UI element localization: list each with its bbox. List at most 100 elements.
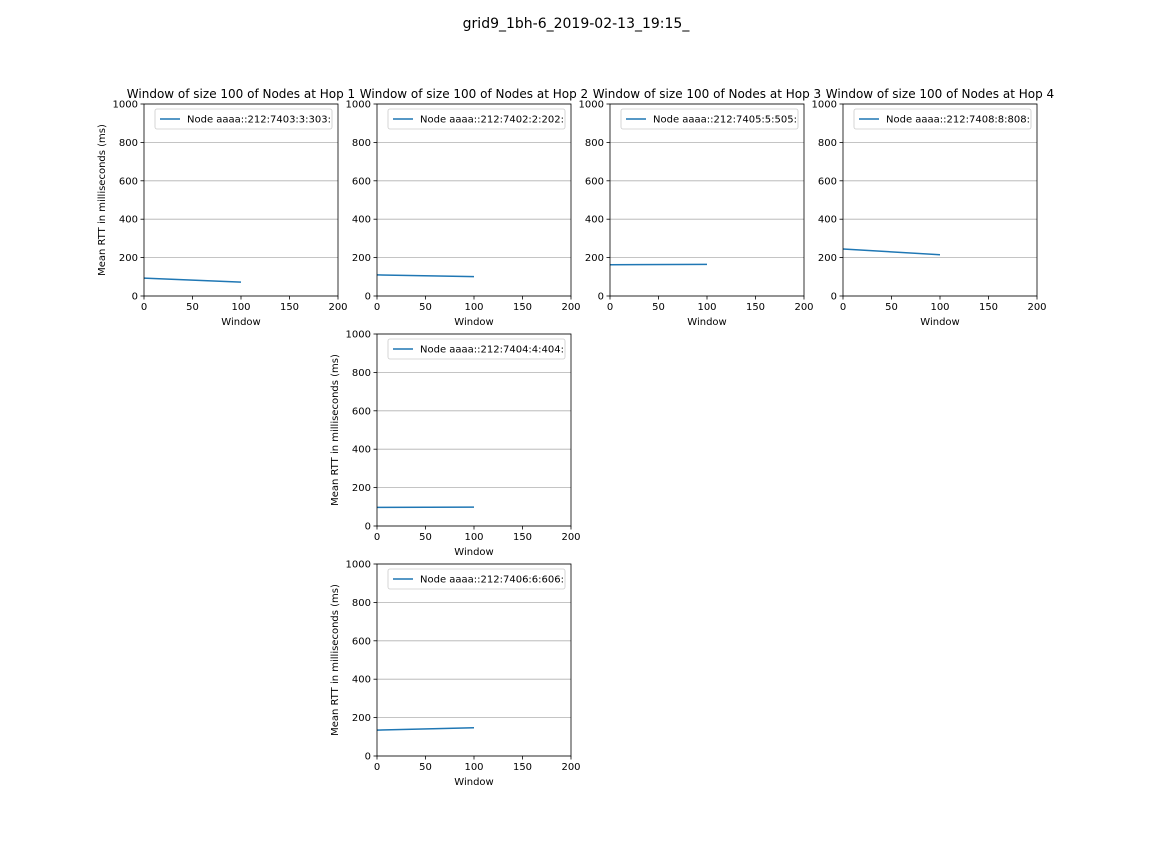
x-tick-label: 50: [419, 762, 432, 773]
y-tick-label: 800: [119, 138, 138, 149]
x-tick-label: 0: [840, 302, 846, 313]
x-tick-label: 200: [1027, 302, 1046, 313]
x-tick-label: 50: [186, 302, 199, 313]
subplot-3: 0 50 100 150 200 0 200 400 600 800 1000 Window Windo…: [579, 87, 822, 328]
subplot-6: 0 50 100 150 200 0 200 400 600 800 1000 Window Mean …: [330, 560, 581, 789]
y-tick-label: 0: [598, 292, 604, 303]
x-axis-label: Window: [687, 317, 726, 328]
y-tick-label: 800: [352, 138, 371, 149]
x-tick-label: 150: [513, 532, 532, 543]
axes-frame: [143, 103, 339, 297]
y-tick-label: 1000: [579, 100, 604, 111]
x-tick-label: 200: [561, 302, 580, 313]
y-tick-label: 200: [585, 253, 604, 264]
x-tick-label: 150: [280, 302, 299, 313]
y-tick-label: 800: [352, 368, 371, 379]
subplot-title: Window of size 100 of Nodes at Hop 2: [360, 87, 588, 101]
x-tick-label: 0: [141, 302, 147, 313]
x-tick-label: 200: [561, 532, 580, 543]
y-tick-label: 600: [119, 176, 138, 187]
legend-box: [387, 338, 566, 360]
x-tick-label: 100: [231, 302, 250, 313]
x-tick-label: 0: [374, 302, 380, 313]
y-tick-label: 400: [119, 215, 138, 226]
figure-suptitle: grid9_1bh-6_2019-02-13_19:15_: [463, 16, 691, 32]
series-line: [376, 727, 475, 731]
y-tick-label: 800: [352, 598, 371, 609]
subplot-1: 0 50 100 150 200 0 200 400 600 800 1000 Window Mean …: [97, 87, 355, 328]
x-tick-label: 200: [328, 302, 347, 313]
legend-label: Node aaaa::212:7402:2:202:: [420, 115, 564, 126]
x-tick-label: 100: [697, 302, 716, 313]
legend-box: [154, 108, 333, 130]
subplot-5: 0 50 100 150 200 0 200 400 600 800 1000 Window Mean …: [330, 330, 581, 559]
legend: Node aaaa::212:7402:2:202:: [387, 108, 566, 130]
series-line: [376, 274, 475, 278]
legend: Node aaaa::212:7408:8:808:: [853, 108, 1032, 130]
legend-label: Node aaaa::212:7405:5:505:: [653, 115, 797, 126]
y-tick-label: 0: [365, 752, 371, 763]
y-tick-label: 0: [365, 522, 371, 533]
legend: Node aaaa::212:7404:4:404:: [387, 338, 566, 360]
y-tick-label: 400: [352, 445, 371, 456]
legend-box: [620, 108, 799, 130]
legend: Node aaaa::212:7406:6:606:: [387, 568, 566, 590]
x-axis-label: Window: [454, 317, 493, 328]
y-tick-label: 200: [352, 483, 371, 494]
subplot-title: Window of size 100 of Nodes at Hop 3: [593, 87, 821, 101]
y-tick-label: 400: [585, 215, 604, 226]
legend: Node aaaa::212:7403:3:303:: [154, 108, 333, 130]
y-tick-label: 1000: [812, 100, 837, 111]
legend-label: Node aaaa::212:7406:6:606:: [420, 575, 564, 586]
y-tick-label: 0: [365, 292, 371, 303]
x-tick-label: 150: [746, 302, 765, 313]
subplot-2: 0 50 100 150 200 0 200 400 600 800 1000 Window Windo…: [346, 87, 589, 328]
y-tick-label: 1000: [346, 560, 371, 571]
x-axis-label: Window: [920, 317, 959, 328]
axes-frame: [842, 103, 1038, 297]
legend-box: [387, 568, 566, 590]
y-tick-label: 1000: [346, 330, 371, 341]
y-tick-label: 600: [352, 636, 371, 647]
axes-frame: [376, 103, 572, 297]
x-tick-label: 150: [513, 762, 532, 773]
x-axis-label: Window: [454, 547, 493, 558]
y-tick-label: 0: [831, 292, 837, 303]
y-tick-label: 200: [352, 713, 371, 724]
y-tick-label: 200: [119, 253, 138, 264]
x-axis-label: Window: [454, 777, 493, 788]
legend-box: [387, 108, 566, 130]
y-tick-label: 1000: [346, 100, 371, 111]
x-tick-label: 50: [652, 302, 665, 313]
y-tick-label: 800: [585, 138, 604, 149]
y-tick-label: 600: [818, 176, 837, 187]
legend-label: Node aaaa::212:7408:8:808:: [886, 115, 1030, 126]
legend-label: Node aaaa::212:7403:3:303:: [187, 115, 331, 126]
y-tick-label: 400: [352, 215, 371, 226]
x-axis-label: Window: [221, 317, 260, 328]
y-axis-label: Mean RTT in milliseconds (ms): [330, 584, 341, 736]
x-tick-label: 150: [513, 302, 532, 313]
legend: Node aaaa::212:7405:5:505:: [620, 108, 799, 130]
x-tick-label: 0: [374, 762, 380, 773]
x-tick-label: 200: [794, 302, 813, 313]
subplot-4: 0 50 100 150 200 0 200 400 600 800 1000 Window Windo…: [812, 87, 1055, 328]
series-line: [842, 248, 941, 256]
subplot-title: Window of size 100 of Nodes at Hop 4: [826, 87, 1054, 101]
x-tick-label: 50: [885, 302, 898, 313]
legend-box: [853, 108, 1032, 130]
x-tick-label: 100: [464, 302, 483, 313]
x-tick-label: 50: [419, 532, 432, 543]
y-tick-label: 800: [818, 138, 837, 149]
x-tick-label: 0: [607, 302, 613, 313]
x-tick-label: 150: [979, 302, 998, 313]
x-tick-label: 100: [464, 532, 483, 543]
axes-frame: [376, 333, 572, 527]
x-tick-label: 100: [464, 762, 483, 773]
x-tick-label: 0: [374, 532, 380, 543]
y-tick-label: 200: [352, 253, 371, 264]
axes-frame: [609, 103, 805, 297]
y-tick-label: 400: [818, 215, 837, 226]
y-tick-label: 600: [352, 176, 371, 187]
